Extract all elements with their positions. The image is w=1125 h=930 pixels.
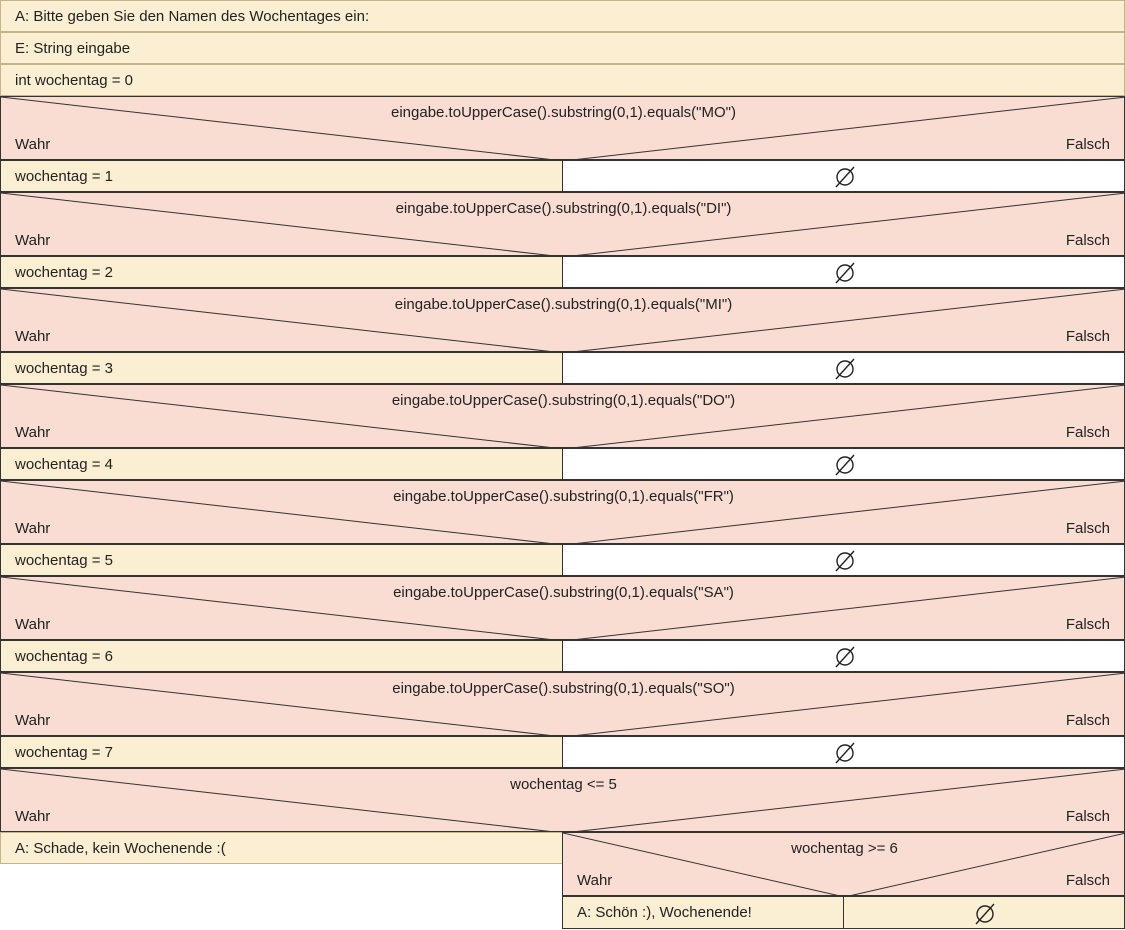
empty-branch	[562, 448, 1125, 480]
true-branch-label: Wahr	[15, 712, 51, 729]
empty-set-icon	[834, 646, 855, 668]
statement: A: Bitte geben Sie den Namen des Wochent…	[0, 0, 1125, 32]
condition-text: eingabe.toUpperCase().substring(0,1).equ…	[391, 104, 736, 121]
empty-set-icon	[834, 742, 855, 764]
condition-block: eingabe.toUpperCase().substring(0,1).equ…	[0, 672, 1125, 737]
condition-block: eingabe.toUpperCase().substring(0,1).equ…	[0, 576, 1125, 641]
empty-set-icon	[834, 262, 855, 284]
branch-diagonals	[1, 97, 1125, 161]
empty-branch	[562, 160, 1125, 192]
nested-condition-block: wochentag >= 6 Wahr Falsch	[562, 832, 1125, 897]
condition-text: eingabe.toUpperCase().substring(0,1).equ…	[393, 488, 734, 505]
empty-set-icon	[975, 903, 995, 924]
condition-text: wochentag <= 5	[510, 776, 617, 793]
branch-diagonals	[563, 833, 1125, 897]
assignment-statement: wochentag = 7	[0, 736, 563, 768]
true-branch-label: Wahr	[15, 136, 51, 153]
empty-set-icon	[834, 166, 855, 188]
false-branch-label: Falsch	[1065, 232, 1110, 249]
final-condition-block: wochentag <= 5 Wahr Falsch	[0, 768, 1125, 833]
empty-branch	[562, 544, 1125, 576]
true-branch-label: Wahr	[15, 424, 51, 441]
condition-block: eingabe.toUpperCase().substring(0,1).equ…	[0, 192, 1125, 257]
branch-diagonals	[1, 577, 1125, 641]
empty-branch	[562, 640, 1125, 672]
branch-diagonals	[1, 289, 1125, 353]
assignment-statement: wochentag = 1	[0, 160, 563, 192]
empty-branch	[562, 256, 1125, 288]
condition-text: eingabe.toUpperCase().substring(0,1).equ…	[395, 200, 732, 217]
condition-block: eingabe.toUpperCase().substring(0,1).equ…	[0, 96, 1125, 161]
false-branch-label: Falsch	[1065, 424, 1110, 441]
assignment-statement: wochentag = 4	[0, 448, 563, 480]
condition-text: eingabe.toUpperCase().substring(0,1).equ…	[392, 680, 735, 697]
condition-text: eingabe.toUpperCase().substring(0,1).equ…	[391, 392, 736, 409]
true-branch-label: Wahr	[15, 808, 51, 825]
output-statement: A: Schade, kein Wochenende :(	[0, 832, 563, 864]
empty-set-icon	[834, 454, 855, 476]
empty-set-icon	[834, 550, 855, 572]
true-branch-label: Wahr	[15, 328, 51, 345]
false-branch-label: Falsch	[1065, 808, 1110, 825]
false-branch-label: Falsch	[1065, 872, 1110, 889]
true-branch-label: Wahr	[15, 616, 51, 633]
condition-block: eingabe.toUpperCase().substring(0,1).equ…	[0, 384, 1125, 449]
branch-diagonals	[1, 481, 1125, 545]
statement: E: String eingabe	[0, 32, 1125, 64]
condition-text: eingabe.toUpperCase().substring(0,1).equ…	[393, 584, 734, 601]
output-statement: A: Schön :), Wochenende!	[562, 896, 844, 929]
empty-branch	[562, 352, 1125, 384]
false-branch-label: Falsch	[1065, 136, 1110, 153]
true-branch-label: Wahr	[15, 232, 51, 249]
false-branch-label: Falsch	[1065, 712, 1110, 729]
condition-block: eingabe.toUpperCase().substring(0,1).equ…	[0, 480, 1125, 545]
false-branch-label: Falsch	[1065, 520, 1110, 537]
branch-diagonals	[1, 385, 1125, 449]
assignment-statement: wochentag = 3	[0, 352, 563, 384]
false-branch-label: Falsch	[1065, 616, 1110, 633]
false-branch-label: Falsch	[1065, 328, 1110, 345]
condition-block: eingabe.toUpperCase().substring(0,1).equ…	[0, 288, 1125, 353]
empty-branch	[843, 896, 1125, 929]
assignment-statement: wochentag = 6	[0, 640, 563, 672]
assignment-statement: wochentag = 2	[0, 256, 563, 288]
statement: int wochentag = 0	[0, 64, 1125, 96]
true-branch-label: Wahr	[15, 520, 51, 537]
true-branch-label: Wahr	[577, 872, 613, 889]
branch-diagonals	[1, 673, 1125, 737]
assignment-statement: wochentag = 5	[0, 544, 563, 576]
branch-diagonals	[1, 193, 1125, 257]
empty-set-icon	[834, 358, 855, 380]
condition-text: eingabe.toUpperCase().substring(0,1).equ…	[394, 296, 733, 313]
branch-diagonals	[1, 769, 1125, 833]
condition-text: wochentag >= 6	[791, 840, 898, 857]
empty-branch	[562, 736, 1125, 768]
